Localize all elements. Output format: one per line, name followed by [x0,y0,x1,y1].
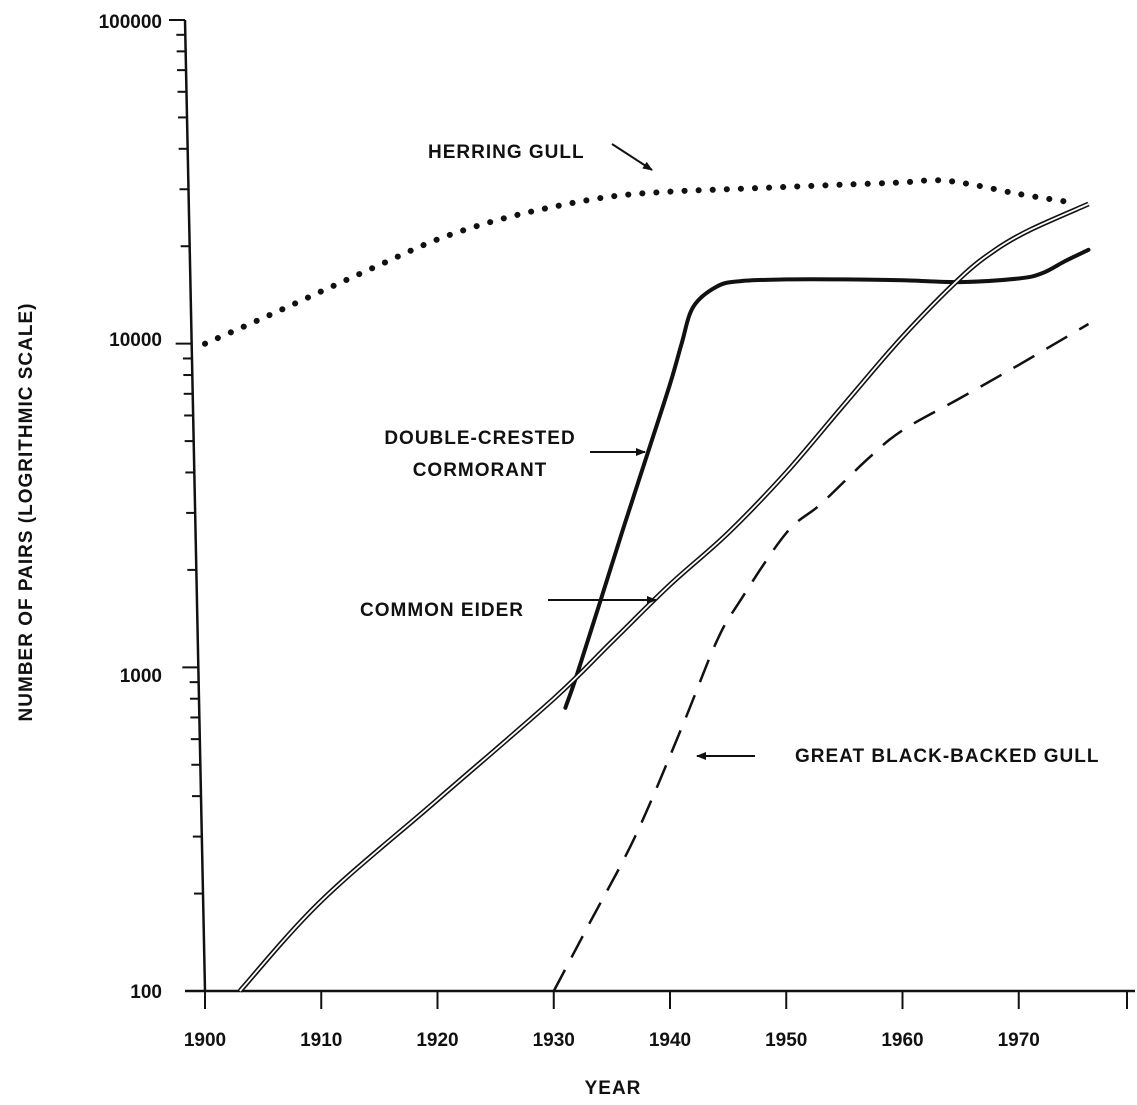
series-line-double-crested-cormorant [563,247,1091,710]
x-tick-labels: 1900 1910 1920 1930 1940 1950 1960 1970 [184,1030,1040,1051]
x-tick-label-1950: 1950 [765,1030,807,1051]
y-axis-line [183,19,207,992]
axes [169,19,1135,1009]
label-cormorant-line2: CORMORANT [413,460,548,481]
x-axis-title: YEAR [585,1078,642,1099]
annotations: HERRING GULL DOUBLE-CRESTED CORMORANT CO… [360,142,1099,767]
y-minor-ticks [169,19,205,992]
y-tick-label-1000: 1000 [120,666,162,687]
y-axis-title: NUMBER OF PAIRS (LOGRITHMIC SCALE) [16,303,37,722]
x-tick-label-1920: 1920 [416,1030,458,1051]
label-herring-gull: HERRING GULL [428,142,585,163]
label-common-eider: COMMON EIDER [360,600,524,621]
x-tick-label-1940: 1940 [649,1030,691,1051]
series-line-inner-common-eider [239,203,1089,992]
y-tick-labels: 100000 10000 1000 100 [99,12,162,1003]
y-tick-label-100: 100 [130,982,162,1003]
x-tick-label-1970: 1970 [998,1030,1040,1051]
x-tick-label-1910: 1910 [300,1030,342,1051]
series-layer [202,177,1091,993]
series-line-great-black-backed-gull [552,322,1090,992]
label-cormorant-line1: DOUBLE-CRESTED [384,428,575,449]
series-common-eider [238,201,1090,993]
x-tick-label-1930: 1930 [533,1030,575,1051]
x-tick-label-1900: 1900 [184,1030,226,1051]
series-double-crested-cormorant [563,247,1091,710]
y-tick-label-100000: 100000 [99,12,162,33]
label-great-black-backed-gull: GREAT BLACK-BACKED GULL [795,746,1099,767]
x-tick-label-1960: 1960 [881,1030,923,1051]
x-ticks [204,991,1128,1009]
y-tick-label-10000: 10000 [109,330,162,351]
series-line-common-eider [238,201,1090,993]
series-herring-gull [202,177,1069,347]
series-line-herring-gull [202,177,1069,347]
series-great-black-backed-gull [552,322,1090,992]
arrow-herring-gull [611,143,653,171]
